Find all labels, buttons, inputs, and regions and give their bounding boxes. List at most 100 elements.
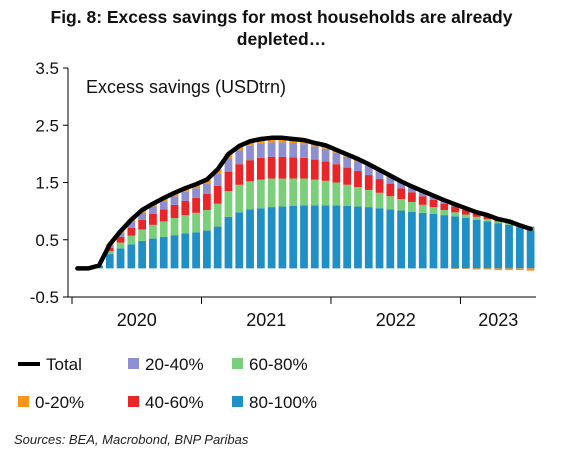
bar-segment-60-80 bbox=[149, 224, 157, 239]
bar-segment-80-100 bbox=[300, 205, 308, 269]
bar-segment-60-80 bbox=[246, 181, 254, 210]
bar-segment-80-100 bbox=[159, 236, 168, 269]
bar-segment-80-100 bbox=[224, 216, 233, 269]
bar-segment-60-80 bbox=[224, 191, 233, 217]
bar-segment-40-60 bbox=[386, 183, 395, 197]
bar-segment-80-100 bbox=[202, 230, 211, 269]
bar-segment-60-80 bbox=[170, 217, 179, 236]
legend-label-60-80: 60-80% bbox=[249, 355, 308, 374]
bar-segment-20-40 bbox=[386, 176, 395, 184]
bar-segment-20-40 bbox=[170, 196, 179, 205]
bar-segment-40-60 bbox=[127, 227, 136, 236]
bar-segment-80-100 bbox=[267, 207, 276, 269]
y-tick-label: 0.5 bbox=[35, 231, 59, 250]
legend-swatch-60-80 bbox=[232, 358, 243, 369]
bar-segment-80-100 bbox=[289, 205, 298, 269]
bar-segment-80-100 bbox=[170, 235, 179, 269]
bar-segment-60-80 bbox=[472, 216, 481, 220]
bar-segment-20-40 bbox=[289, 142, 298, 158]
bar-segment-60-80 bbox=[105, 251, 114, 255]
legend-item-20-40: 20-40% bbox=[128, 355, 204, 375]
bar-segment-0-20 bbox=[483, 268, 492, 270]
bar-segment-0-20 bbox=[472, 268, 481, 270]
bar-segment-60-80 bbox=[440, 209, 449, 216]
legend-item-60-80: 60-80% bbox=[232, 355, 308, 375]
bar-segment-80-100 bbox=[116, 248, 125, 269]
bar-segment-20-40 bbox=[278, 142, 287, 157]
bar-segment-80-100 bbox=[181, 233, 190, 269]
bar-segment-80-100 bbox=[354, 206, 362, 269]
bar-segment-40-60 bbox=[105, 247, 114, 252]
bar-segment-40-60 bbox=[213, 185, 222, 204]
chart-annotation: Excess savings (USDtrn) bbox=[86, 77, 286, 97]
bar-segment-40-60 bbox=[408, 192, 416, 202]
bar-segment-80-100 bbox=[213, 226, 222, 269]
bar-segment-60-80 bbox=[267, 178, 276, 208]
legend-item-0-20: 0-20% bbox=[18, 393, 84, 413]
bar-segment-0-20 bbox=[267, 137, 276, 143]
bar-segment-60-80 bbox=[116, 242, 125, 249]
bar-segment-60-80 bbox=[397, 199, 406, 211]
bar-segment-60-80 bbox=[235, 184, 244, 213]
bar-segment-0-20 bbox=[278, 137, 287, 143]
legend-label-40-60: 40-60% bbox=[145, 393, 204, 412]
y-tick-label: -0.5 bbox=[30, 288, 59, 307]
bar-segment-40-60 bbox=[440, 203, 449, 210]
bar-segment-80-100 bbox=[451, 216, 459, 269]
bar-segment-40-60 bbox=[429, 199, 438, 208]
legend-swatch-20-40 bbox=[128, 358, 139, 369]
bar-segment-20-40 bbox=[224, 158, 233, 172]
bar-segment-40-60 bbox=[267, 156, 276, 179]
legend-item-total: Total bbox=[18, 355, 82, 375]
bar-segment-40-60 bbox=[472, 212, 481, 217]
bar-segment-20-40 bbox=[159, 201, 168, 210]
legend-label-total: Total bbox=[46, 355, 82, 374]
bar-segment-40-60 bbox=[181, 200, 190, 216]
bar-segment-80-100 bbox=[332, 205, 341, 269]
bar-segment-80-100 bbox=[408, 211, 416, 269]
bar-segment-40-60 bbox=[246, 160, 254, 182]
bar-segment-20-40 bbox=[408, 187, 416, 193]
legend-label-0-20: 0-20% bbox=[35, 393, 85, 412]
bar-segment-60-80 bbox=[505, 223, 513, 225]
chart-title-line-1: Fig. 8: Excess savings for most househol… bbox=[50, 7, 513, 27]
legend-item-40-60: 40-60% bbox=[128, 393, 204, 413]
x-tick-label: 2022 bbox=[376, 310, 416, 330]
bar-segment-60-80 bbox=[181, 215, 190, 234]
bar-segment-40-60 bbox=[300, 157, 308, 179]
bar-segment-60-80 bbox=[202, 209, 211, 231]
bar-segment-80-100 bbox=[483, 221, 492, 269]
bar-segment-40-60 bbox=[235, 164, 244, 185]
bar-segment-80-100 bbox=[310, 205, 319, 269]
bar-segment-20-40 bbox=[310, 146, 319, 160]
bar-segment-20-40 bbox=[418, 191, 427, 197]
bar-segment-20-40 bbox=[300, 144, 308, 158]
bar-segment-80-100 bbox=[418, 212, 427, 269]
bar-segment-80-100 bbox=[515, 227, 524, 269]
bar-segment-80-100 bbox=[375, 208, 384, 269]
bar-segment-20-40 bbox=[192, 188, 200, 198]
legend-label-20-40: 20-40% bbox=[145, 355, 204, 374]
bar-segment-60-80 bbox=[483, 219, 492, 222]
legend-swatch-0-20 bbox=[18, 396, 29, 407]
legend-item-80-100: 80-100% bbox=[232, 393, 317, 413]
bar-segment-80-100 bbox=[235, 212, 244, 269]
bar-segment-60-80 bbox=[364, 189, 373, 208]
bar-segment-0-20 bbox=[451, 268, 459, 269]
bar-segment-60-80 bbox=[461, 214, 470, 218]
bar-segment-40-60 bbox=[138, 219, 147, 230]
bar-segment-20-40 bbox=[127, 222, 136, 228]
bar-segment-80-100 bbox=[440, 215, 449, 269]
bar-segment-40-60 bbox=[375, 179, 384, 193]
bar-segment-80-100 bbox=[246, 209, 254, 269]
bar-segment-40-60 bbox=[332, 164, 341, 183]
bar-segment-40-60 bbox=[451, 206, 459, 213]
bar-segment-40-60 bbox=[397, 188, 406, 200]
chart-title: Fig. 8: Excess savings for most househol… bbox=[0, 6, 563, 50]
bar-segment-20-40 bbox=[332, 152, 341, 165]
bar-segment-40-60 bbox=[224, 171, 233, 192]
bar-segment-0-20 bbox=[461, 268, 470, 269]
bar-segment-80-100 bbox=[127, 244, 136, 269]
bar-segment-40-60 bbox=[310, 159, 319, 180]
bar-segment-20-40 bbox=[149, 206, 157, 214]
